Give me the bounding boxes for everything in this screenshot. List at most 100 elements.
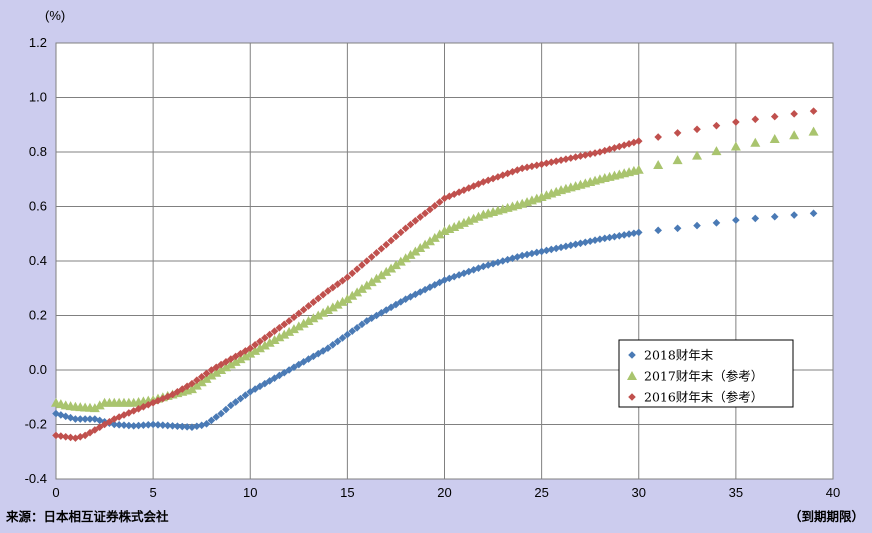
data-point — [163, 421, 172, 430]
data-point — [390, 260, 401, 270]
data-point — [424, 236, 435, 246]
data-point — [528, 162, 536, 171]
y-tick-label: -0.2 — [25, 417, 47, 432]
data-point — [217, 409, 225, 418]
x-tick-label: 35 — [729, 485, 743, 500]
grid — [56, 43, 833, 479]
data-point — [66, 433, 75, 442]
data-point — [338, 276, 347, 285]
data-point — [207, 416, 216, 425]
x-tick-label: 30 — [632, 485, 646, 500]
data-point — [256, 382, 264, 391]
data-point — [528, 249, 536, 258]
data-point — [542, 246, 551, 255]
data-point — [256, 337, 264, 346]
data-point — [241, 391, 250, 400]
data-point — [387, 236, 395, 245]
data-point — [591, 236, 599, 245]
data-point — [183, 423, 191, 431]
data-point — [251, 385, 259, 393]
x-unit-label: （到期期限） — [789, 509, 864, 524]
data-point — [89, 403, 100, 413]
data-point — [129, 422, 138, 430]
data-point — [523, 163, 531, 172]
data-point — [581, 151, 590, 159]
data-point — [576, 152, 585, 160]
data-point — [625, 140, 633, 148]
data-point — [789, 130, 800, 140]
data-point — [809, 209, 818, 218]
data-point — [450, 272, 459, 281]
data-point — [371, 273, 382, 283]
data-point — [392, 232, 400, 241]
data-point — [566, 154, 575, 162]
data-point — [464, 184, 473, 192]
data-point — [144, 400, 153, 409]
data-point — [581, 238, 590, 247]
data-point — [347, 290, 358, 300]
data-point — [416, 288, 425, 296]
data-point — [440, 276, 449, 284]
data-point — [191, 380, 202, 390]
data-point — [547, 245, 556, 254]
data-point — [231, 398, 240, 406]
x-tick-label: 10 — [243, 485, 257, 500]
data-point — [498, 257, 507, 265]
data-point — [188, 423, 196, 432]
data-point — [420, 239, 431, 249]
series-2 — [51, 126, 819, 413]
data-point — [246, 344, 255, 352]
data-point — [361, 280, 372, 290]
data-point — [610, 144, 619, 152]
data-point — [348, 269, 357, 278]
data-point — [503, 255, 512, 264]
data-point — [91, 415, 99, 423]
legend: 2018财年末 2017财年末（参考） 2016财年末（参考） — [618, 339, 794, 408]
data-point — [518, 251, 526, 260]
data-point — [52, 431, 60, 440]
data-point — [125, 409, 133, 417]
data-point — [173, 422, 182, 431]
data-point — [275, 323, 284, 332]
data-point — [159, 394, 167, 403]
data-point — [633, 164, 644, 174]
data-point — [610, 232, 619, 241]
y-tick-label: 1.0 — [29, 90, 47, 105]
data-point — [337, 296, 348, 306]
data-point — [129, 407, 138, 415]
data-point — [212, 413, 221, 421]
data-point — [134, 405, 143, 413]
data-point — [552, 157, 560, 165]
y-tick-label: 0.4 — [29, 253, 47, 268]
data-point — [139, 402, 148, 411]
y-tick-label: 0.8 — [29, 144, 47, 159]
data-point — [353, 265, 361, 273]
data-point — [401, 295, 410, 303]
data-point — [400, 253, 411, 263]
data-point — [382, 240, 391, 249]
data-point — [392, 300, 400, 309]
data-point — [290, 363, 298, 372]
data-point — [790, 211, 798, 219]
data-point — [489, 174, 497, 183]
data-point — [405, 249, 416, 259]
data-point — [61, 432, 70, 441]
data-point — [343, 273, 352, 282]
data-point — [620, 231, 628, 239]
data-point — [251, 340, 259, 349]
data-point — [275, 371, 284, 380]
data-point — [732, 118, 740, 126]
data-point — [469, 266, 478, 274]
data-point — [692, 150, 703, 160]
y-tick-label: 0.0 — [29, 362, 47, 377]
data-point — [673, 224, 682, 233]
data-point — [770, 112, 779, 121]
series-3 — [52, 107, 818, 442]
data-point — [318, 307, 329, 317]
data-point — [333, 280, 342, 288]
data-point — [358, 261, 366, 269]
data-point — [410, 246, 421, 256]
data-point — [183, 382, 191, 391]
data-point — [293, 321, 304, 331]
data-point — [71, 415, 80, 423]
